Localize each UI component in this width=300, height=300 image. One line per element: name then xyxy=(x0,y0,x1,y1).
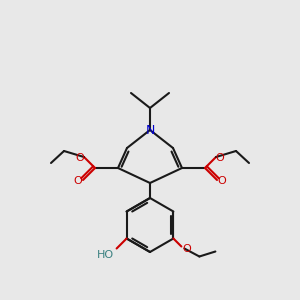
Text: O: O xyxy=(76,153,84,163)
Text: HO: HO xyxy=(97,250,114,260)
Text: O: O xyxy=(218,176,226,186)
Text: O: O xyxy=(216,153,224,163)
Text: N: N xyxy=(145,124,155,136)
Text: O: O xyxy=(74,176,82,186)
Text: O: O xyxy=(182,244,191,254)
